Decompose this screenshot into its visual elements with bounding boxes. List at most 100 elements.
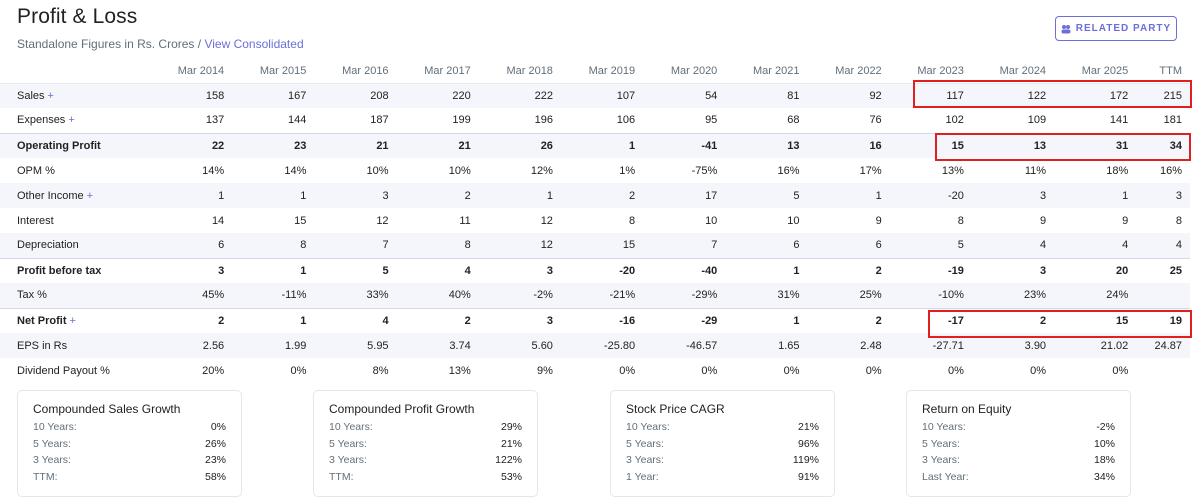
card-row: 5 Years: 26% [33,436,226,453]
table-cell: 9 [875,214,882,227]
table-cell: 33% [314,283,397,308]
table-cell: -20 [889,183,972,208]
table-cell: -46.57 [643,333,726,358]
table-cell: -10% [889,283,972,308]
table-cell: 20 [1054,257,1137,283]
card-row: 3 Years: 23% [33,452,226,469]
table-cell: 0% [865,364,882,377]
growth-card: Compounded Sales Growth 10 Years: 0% 5 Year… [17,390,242,497]
table-cell: 215 [1136,83,1190,108]
column-header: Mar 2021 [725,59,808,84]
row-label-text: Tax % [17,289,47,302]
row-label[interactable]: Expenses + [0,108,150,133]
table-cell: 9 [1039,214,1047,227]
card-row-key: 10 Years: [329,421,373,434]
table-cell: 15 [1054,307,1137,333]
card-row-key: 10 Years: [922,421,966,434]
table-cell: 7 [314,233,397,258]
table-cell: 15 [294,214,307,227]
table-cell: 8 [629,214,636,227]
card-title: Compounded Profit Growth [329,402,475,416]
table-cell: 14 [211,214,225,227]
table-cell: 2 [396,307,479,333]
page-title: Profit & Loss [17,5,138,28]
card-row-key: 5 Years: [33,437,71,450]
table-cell: 122 [971,83,1055,108]
table-cell: 12 [376,214,389,227]
table-cell: 0% [1030,364,1047,377]
table-cell: 109 [1027,114,1047,127]
card-title: Return on Equity [922,402,1012,416]
table-cell: 4 [971,233,1055,258]
row-label: Operating Profit [0,132,150,158]
card-row-key: TTM: [33,470,58,483]
table-cell: 2 [560,183,644,208]
expand-plus-icon[interactable]: + [86,189,94,202]
table-cell: -17 [889,307,972,333]
expand-plus-icon[interactable]: + [47,89,54,102]
table-row: Depreciation 6 8 7 8 12 15 7 6 6 5 4 4 4 [0,233,1190,258]
card-row-value: 0% [210,421,226,434]
row-label-text: Profit before tax [17,264,102,277]
table-cell: 17 [643,183,726,208]
column-header: Mar 2025 [1054,59,1137,84]
column-header: Mar 2015 [232,59,315,84]
card-row-value: 58% [204,470,226,483]
table-cell: 3 [150,257,233,283]
expand-plus-icon[interactable]: + [68,114,75,127]
view-consolidated-link[interactable]: View Consolidated [204,37,304,51]
table-cell: -29% [643,283,726,308]
row-label[interactable]: Other Income + [0,183,150,208]
table-cell: 12 [540,214,553,227]
table-cell: 181 [1163,114,1182,127]
card-row-key: 3 Years: [329,454,367,467]
table-cell: 23% [971,283,1055,308]
table-cell: 11% [1024,164,1047,177]
table-cell: 199 [452,114,471,127]
growth-card: Stock Price CAGR 10 Years: 21% 5 Years: 96% 3… [610,390,835,497]
table-cell: 17% [859,164,882,177]
table-row: Profit before tax 3 1 5 4 3 -20 -40 1 2 -19 3 20 25 [0,257,1190,283]
row-label[interactable]: Net Profit + [0,307,150,333]
table-cell: 21 [314,132,397,158]
table-cell: 34 [1136,132,1190,158]
row-label-text: Expenses [17,114,66,127]
row-label-text: EPS in Rs [17,339,68,352]
table-cell: 10 [705,214,718,227]
card-row-value: 21% [797,421,819,434]
card-row: 1 Year: 91% [626,469,819,486]
card-row-value: 10% [1093,437,1115,450]
growth-card: Return on Equity 10 Years: -2% 5 Years: 10% 3… [906,390,1131,497]
card-row: 5 Years: 10% [922,436,1115,453]
table-cell: 6 [725,233,808,258]
column-header: Mar 2018 [478,59,561,84]
table-cell: 137 [205,114,225,127]
expand-plus-icon[interactable]: + [69,314,76,327]
row-label[interactable]: Sales + [0,83,150,108]
table-cell: 21.02 [1054,333,1137,358]
card-row-key: TTM: [329,470,354,483]
table-cell: 2 [807,257,890,283]
table-cell: 16% [777,164,800,177]
table-cell: 5 [314,257,397,283]
table-cell: 6 [807,233,890,258]
table-cell: 13% [941,164,964,177]
card-row: Last Year: 34% [922,469,1115,486]
card-row-key: 5 Years: [626,437,664,450]
table-cell: 3 [1136,183,1190,208]
table-cell: 8% [372,364,389,377]
table-cell: 15 [560,233,644,258]
table-cell: 2 [396,183,479,208]
table-cell: -25.80 [560,333,644,358]
table-cell: 3.90 [971,333,1055,358]
row-label: Profit before tax [0,257,150,283]
table-cell: 3 [971,183,1055,208]
card-row-value: 34% [1093,470,1115,483]
card-row-key: 10 Years: [626,421,670,434]
table-cell: 13% [448,364,471,377]
subtitle: Standalone Figures in Rs. Crores / View … [17,37,304,51]
table-cell: 4 [396,257,479,283]
related-party-button[interactable]: RELATED PARTY [1055,16,1177,41]
row-label: EPS in Rs [0,333,150,358]
table-cell: 81 [725,83,808,108]
